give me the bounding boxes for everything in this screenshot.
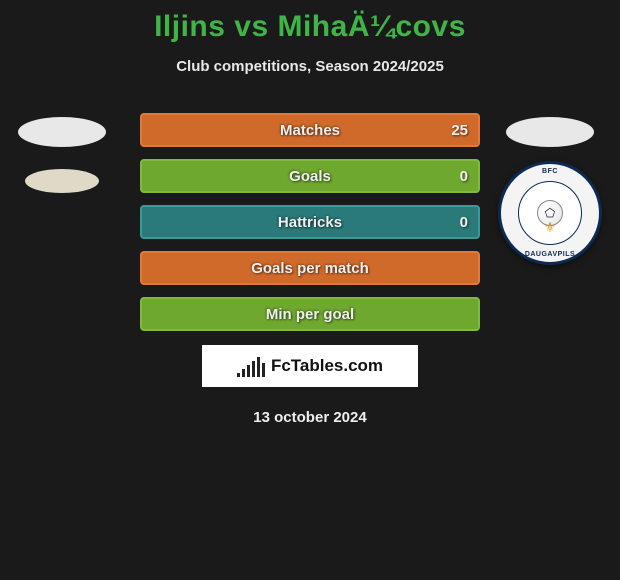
stat-label: Goals: [289, 168, 331, 185]
fctables-watermark: FcTables.com: [202, 345, 418, 387]
stat-value: 0: [460, 168, 468, 185]
stat-value: 0: [460, 214, 468, 231]
club-badge: BFC ⚜ DAUGAVPILS: [498, 161, 602, 265]
stat-bar: Min per goal: [140, 297, 480, 331]
stat-bar: Hattricks 0: [140, 205, 480, 239]
stat-bar: Goals 0: [140, 159, 480, 193]
subtitle: Club competitions, Season 2024/2025: [0, 58, 620, 75]
fctables-bars-icon: [237, 355, 265, 377]
content-area: BFC ⚜ DAUGAVPILS Matches25Goals0Hattrick…: [0, 113, 620, 426]
left-ellipse-2: [25, 169, 99, 193]
left-ellipse-1: [18, 117, 106, 147]
fctables-text: FcTables.com: [271, 356, 383, 376]
fleur-icon: ⚜: [544, 219, 557, 236]
stat-bar: Matches 25: [140, 113, 480, 147]
stat-label: Hattricks: [278, 214, 342, 231]
date-text: 13 october 2024: [0, 409, 620, 426]
stat-label: Matches: [280, 122, 340, 139]
right-ellipse: [506, 117, 594, 147]
badge-inner: ⚜: [518, 181, 582, 245]
stat-label: Min per goal: [266, 306, 354, 323]
badge-text-bottom: DAUGAVPILS: [525, 251, 575, 258]
left-team-marks: [18, 117, 106, 193]
stat-label: Goals per match: [251, 260, 369, 277]
badge-text-top: BFC: [542, 168, 558, 175]
page-title: Iljins vs MihaÄ¼covs: [0, 0, 620, 44]
stat-value: 25: [451, 122, 468, 139]
stat-row: Min per goal: [0, 297, 620, 331]
right-team-marks: BFC ⚜ DAUGAVPILS: [498, 117, 602, 265]
stat-bar: Goals per match: [140, 251, 480, 285]
